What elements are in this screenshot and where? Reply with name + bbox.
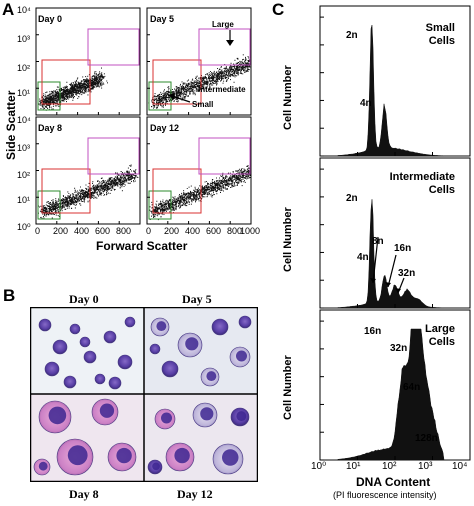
hist-small-title-2: Cells xyxy=(428,35,455,47)
peak-int-16n: 16n xyxy=(394,243,412,254)
panel-c-xlabel: DNA Content xyxy=(356,475,431,489)
panel-b-letter: B xyxy=(3,286,16,305)
xtick: 10⁰ xyxy=(311,461,327,472)
photo-label-day12: Day 12 xyxy=(177,487,213,501)
peak-large-32n: 32n xyxy=(390,343,408,354)
xtick: 600 xyxy=(206,226,222,236)
peak-int-2n: 2n xyxy=(346,193,358,204)
xtick: 0 xyxy=(35,226,41,236)
xtick: 10¹ xyxy=(346,461,361,472)
xtick: 10⁴ xyxy=(452,461,468,472)
peak-small-4n: 4n xyxy=(360,98,372,109)
peak-large-16n: 16n xyxy=(364,326,382,337)
ytick: 10² xyxy=(17,170,31,180)
plot-label-day8: Day 8 xyxy=(38,123,63,133)
photo-label-day8: Day 8 xyxy=(69,487,99,501)
xtick: 400 xyxy=(185,226,201,236)
plot-label-day0: Day 0 xyxy=(38,14,63,24)
hist-2 xyxy=(319,309,471,461)
micrographs xyxy=(30,307,258,482)
xtick: 600 xyxy=(95,226,111,236)
xtick: 400 xyxy=(74,226,90,236)
annotation-large: Large xyxy=(212,20,234,29)
hist-small-title: Small Cells xyxy=(395,22,455,48)
xtick: 200 xyxy=(53,226,69,236)
hist-1 xyxy=(319,157,471,309)
hist-small-title-1: Small xyxy=(425,22,455,34)
hist-large-title-2: Cells xyxy=(428,336,455,348)
scatter-day8 xyxy=(35,116,141,225)
hist-intermediate-title-1: Intermediate xyxy=(389,171,455,183)
hist-large-title-1: Large xyxy=(425,323,455,335)
histograms xyxy=(319,5,471,461)
hist-intermediate-ylabel: Cell Number xyxy=(282,207,294,272)
photo-label-day0: Day 0 xyxy=(69,292,99,306)
ytick: 10⁴ xyxy=(17,115,31,125)
plot-label-day5: Day 5 xyxy=(150,14,175,24)
hist-intermediate-title-2: Cells xyxy=(428,184,455,196)
scatter-day5 xyxy=(146,7,252,116)
annotation-small: Small xyxy=(192,100,214,109)
hist-large-ylabel: Cell Number xyxy=(282,355,294,420)
plot-label-day12: Day 12 xyxy=(150,123,180,133)
peak-large-64n: 64n xyxy=(403,382,421,393)
hist-0 xyxy=(319,5,471,157)
panel-a-xlabel: Forward Scatter xyxy=(96,239,188,253)
scatter-day12 xyxy=(146,116,252,225)
peak-int-32n: 32n xyxy=(398,268,416,279)
xtick: 10³ xyxy=(418,461,433,472)
ytick: 10¹ xyxy=(17,195,31,205)
peak-small-2n: 2n xyxy=(346,30,358,41)
ytick: 10⁰ xyxy=(17,222,31,232)
photo-label-day5: Day 5 xyxy=(182,292,212,306)
xtick: 800 xyxy=(116,226,132,236)
hist-large-title: Large Cells xyxy=(395,323,455,349)
ytick: 10² xyxy=(17,63,31,73)
annotation-intermediate: Intermediate xyxy=(198,85,246,94)
hist-small-ylabel: Cell Number xyxy=(282,65,294,130)
xtick: 200 xyxy=(164,226,180,236)
panel-c-xlabel-sub: (PI fluorescence intensity) xyxy=(333,490,437,500)
panel-c-letter: C xyxy=(272,0,285,19)
peak-int-8n: 8n xyxy=(372,236,384,247)
xtick: 0 xyxy=(146,226,152,236)
peak-int-4n: 4n xyxy=(357,252,369,263)
xtick: 1000 xyxy=(240,226,261,236)
panel-a-letter: A xyxy=(2,0,15,19)
ytick: 10¹ xyxy=(17,88,31,98)
ytick: 10³ xyxy=(17,143,31,153)
xtick: 10² xyxy=(382,461,397,472)
scatter-day0 xyxy=(35,7,141,116)
peak-large-128n: 128n xyxy=(415,433,438,444)
xtick: 800 xyxy=(227,226,243,236)
scatter-plots xyxy=(35,7,252,225)
ytick: 10³ xyxy=(17,34,31,44)
ytick: 10⁴ xyxy=(17,5,31,15)
hist-intermediate-title: Intermediate Cells xyxy=(375,171,455,197)
